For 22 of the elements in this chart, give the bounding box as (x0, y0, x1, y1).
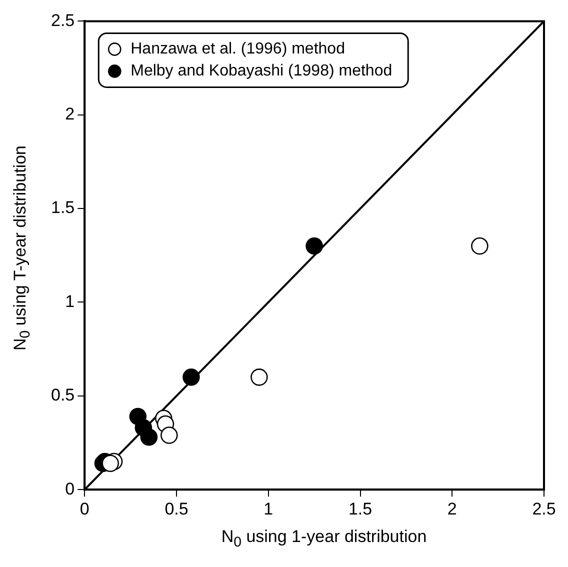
legend-label: Melby and Kobayashi (1998) method (130, 62, 392, 80)
point (182, 368, 200, 386)
point (140, 428, 158, 446)
legend-label: Hanzawa et al. (1996) method (130, 40, 345, 58)
point (471, 237, 488, 255)
point (102, 454, 120, 472)
x-tick-label: 0 (80, 499, 90, 518)
x-tick-label: 0.5 (164, 499, 188, 518)
y-tick-label: 2.5 (50, 10, 75, 30)
y-tick-label: 0 (65, 479, 75, 498)
y-tick-label: 2 (65, 104, 75, 124)
point (250, 368, 268, 386)
y-tick-label: 1.5 (50, 198, 75, 218)
x-tick-label: 1 (264, 499, 274, 518)
x-axis-title: N$_{0}$ using 1-year distribution (220, 527, 428, 550)
point (160, 426, 178, 444)
point (306, 237, 323, 255)
y-tick-label: 1 (65, 292, 75, 311)
x-tick-label: 1.5 (348, 499, 372, 518)
x-tick-label: 2.5 (532, 499, 556, 518)
y-tick-label: 0.5 (50, 386, 75, 405)
x-tick-label: 2 (447, 499, 457, 518)
